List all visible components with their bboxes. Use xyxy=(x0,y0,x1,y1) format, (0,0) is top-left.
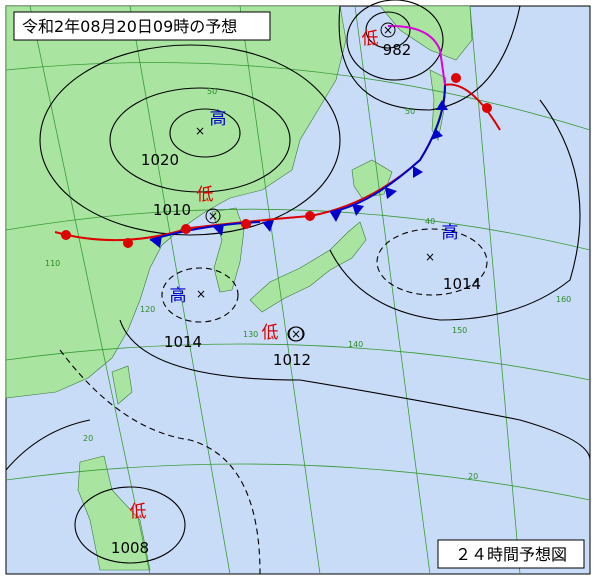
system-kind: 低 xyxy=(197,185,214,205)
system-kind: 低 xyxy=(130,502,147,522)
map-title: 令和2年08月20日09時の予想 xyxy=(22,17,237,36)
grid-label: 40 xyxy=(425,217,435,226)
pressure-value: 1010 xyxy=(153,201,191,219)
footer-box xyxy=(437,539,585,569)
center-marker: × xyxy=(291,327,301,341)
pressure-value: 1012 xyxy=(273,351,311,369)
footer-label: ２４時間予想図 xyxy=(455,545,567,564)
grid-label: 50 xyxy=(207,87,217,96)
grid-label: 20 xyxy=(83,434,93,443)
center-marker: × xyxy=(196,287,206,301)
grid-label: 140 xyxy=(348,340,363,349)
center-marker: × xyxy=(425,250,435,264)
grid-label: 110 xyxy=(45,259,60,268)
system-kind: 低 xyxy=(262,323,279,343)
center-marker: × xyxy=(195,124,205,138)
title-box xyxy=(13,11,271,41)
pressure-value: 1014 xyxy=(443,275,481,293)
grid-label: 130 xyxy=(243,330,258,339)
land xyxy=(5,5,473,571)
system-kind: 低 xyxy=(362,29,379,49)
pressure-value: 982 xyxy=(383,41,412,59)
grid-label: 20 xyxy=(468,472,478,481)
grid-label: 50 xyxy=(405,107,415,116)
center-circle xyxy=(288,326,304,342)
isobars xyxy=(5,0,591,575)
pressure-value: 1014 xyxy=(164,333,202,351)
grid-labels: 50 50 40 20 20 110 120 130 140 150 160 xyxy=(45,87,571,481)
grid-label: 120 xyxy=(140,305,155,314)
center-marker: × xyxy=(383,23,393,37)
system-kind: 高 xyxy=(210,109,227,129)
center-marker: × xyxy=(208,209,218,223)
fronts xyxy=(54,24,501,248)
pressure-systems: 高 × 1020 低 × 1010 低 × 982 高 × 1014 高 × 1014 低 × 1012 低 1008 xyxy=(111,22,481,557)
center-circle xyxy=(380,22,396,38)
system-kind: 高 xyxy=(170,286,187,306)
grid-label: 160 xyxy=(556,295,571,304)
grid-label: 150 xyxy=(452,326,467,335)
grid-lines xyxy=(5,5,591,575)
pressure-value: 1020 xyxy=(141,151,179,169)
system-kind: 高 xyxy=(442,223,459,243)
pressure-value: 1008 xyxy=(111,539,149,557)
center-circle xyxy=(205,208,221,224)
